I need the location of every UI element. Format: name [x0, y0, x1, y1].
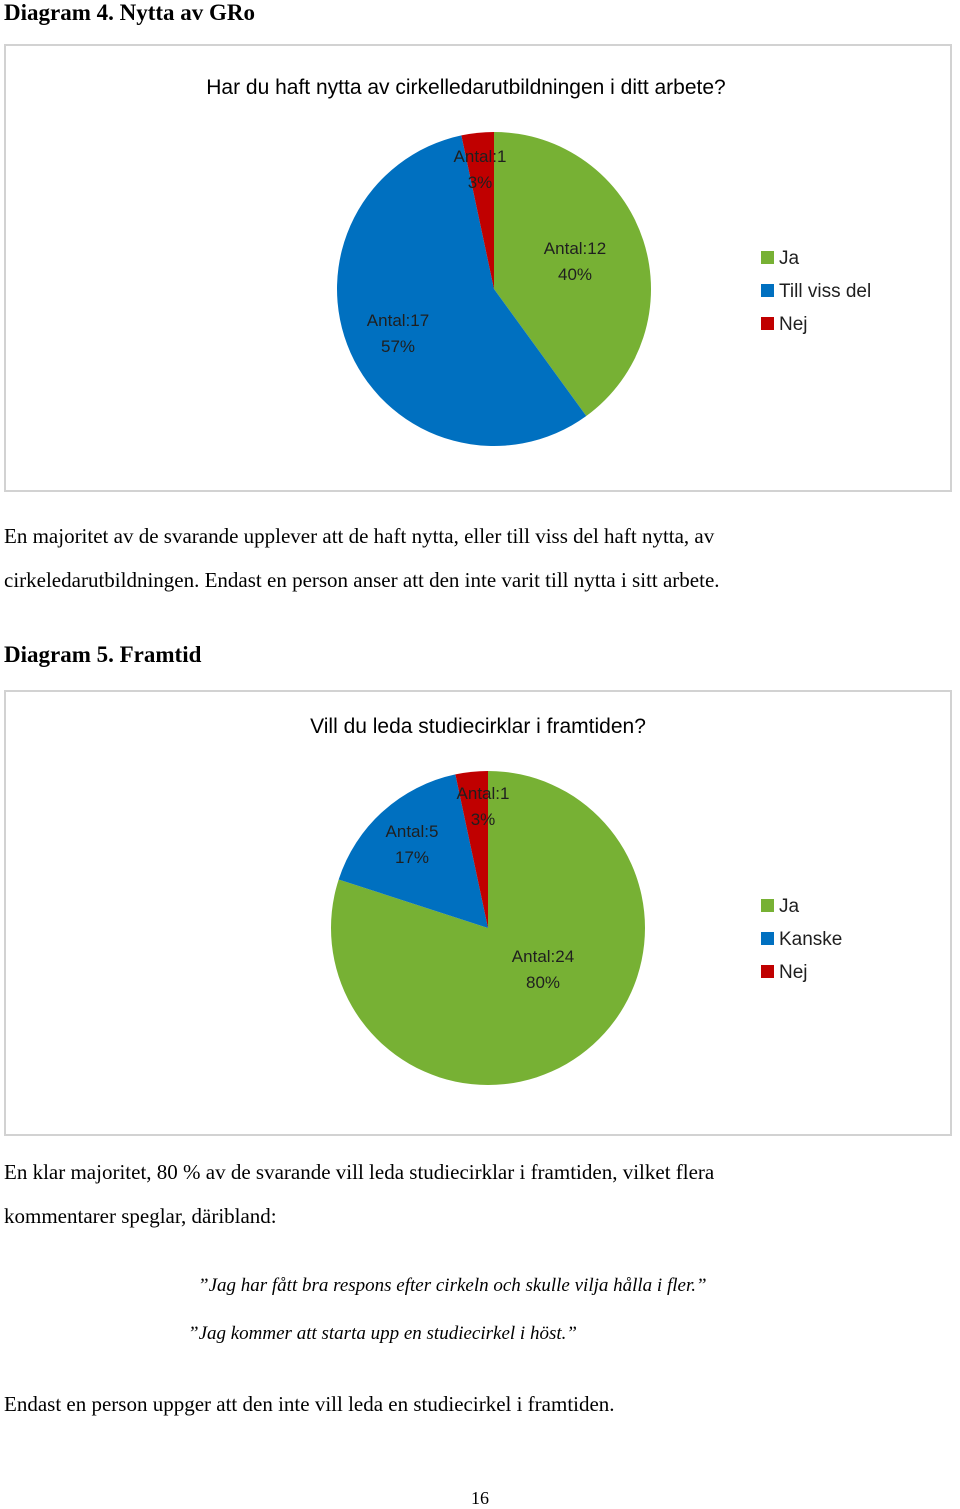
diagram4-pie	[337, 132, 652, 446]
diagram5-legend: Ja Kanske Nej	[761, 896, 842, 983]
pie5-label-kanske-count: Antal:5	[386, 822, 439, 841]
paragraph2-line1: En klar majoritet, 80 % av de svarande v…	[4, 1160, 715, 1184]
diagram4-legend: Ja Till viss del Nej	[761, 248, 871, 335]
legend5-label-nej: Nej	[779, 962, 808, 983]
legend5-label-ja: Ja	[779, 896, 800, 917]
pie4-label-ja-count: Antal:12	[544, 239, 606, 258]
pie4-slice-ja	[494, 132, 652, 417]
pie4-slice-nej	[461, 132, 494, 289]
legend4-label-tillviss: Till viss del	[779, 281, 871, 302]
diagram5-pie	[330, 771, 645, 1085]
pie4-label-tillviss-pct: 57%	[381, 337, 415, 356]
legend4-label-nej: Nej	[779, 314, 808, 335]
pie5-label-kanske-pct: 17%	[395, 848, 429, 867]
legend4-swatch-nej	[761, 317, 774, 330]
pie4-label-tillviss-count: Antal:17	[367, 311, 429, 330]
diagram4-chart: Har du haft nytta av cirkelledarutbildni…	[4, 44, 952, 492]
pie5-label-ja-count: Antal:24	[512, 947, 574, 966]
paragraph2-line2: kommentarer speglar, däribland:	[4, 1204, 277, 1228]
pie4-slice-till-viss-del	[337, 135, 587, 446]
quote-1: ”Jag har fått bra respons efter cirkeln …	[198, 1275, 707, 1296]
pie4-label-nej-count: Antal:1	[454, 147, 507, 166]
pie5-slice-nej	[455, 771, 488, 928]
legend5-label-kanske: Kanske	[779, 929, 842, 950]
paragraph1-line2: cirkeledarutbildningen. Endast en person…	[4, 568, 720, 592]
diagram4-heading: Diagram 4. Nytta av GRo	[4, 0, 256, 25]
pie5-label-nej-pct: 3%	[471, 810, 496, 829]
pie4-label-ja-pct: 40%	[558, 265, 592, 284]
diagram4-chart-title: Har du haft nytta av cirkelledarutbildni…	[206, 76, 725, 99]
diagram5-pie-svg: Vill du leda studiecirklar i framtiden? …	[310, 715, 842, 1085]
legend4-swatch-ja	[761, 251, 774, 264]
pie5-label-ja-pct: 80%	[526, 973, 560, 992]
pie5-label-nej-count: Antal:1	[457, 784, 510, 803]
paragraph1-line1: En majoritet av de svarande upplever att…	[4, 524, 715, 548]
diagram4-pie-svg: Har du haft nytta av cirkelledarutbildni…	[206, 76, 871, 446]
quote-2: ”Jag kommer att starta upp en studiecirk…	[188, 1323, 577, 1344]
pie5-slice-kanske	[338, 774, 488, 928]
legend5-swatch-nej	[761, 965, 774, 978]
paragraph3: Endast en person uppger att den inte vil…	[4, 1392, 615, 1416]
pie4-label-nej-pct: 3%	[468, 173, 493, 192]
legend4-swatch-tillviss	[761, 284, 774, 297]
legend5-swatch-ja	[761, 899, 774, 912]
pie5-slice-ja	[330, 771, 645, 1085]
diagram5-chart: Vill du leda studiecirklar i framtiden? …	[4, 690, 952, 1136]
legend5-swatch-kanske	[761, 932, 774, 945]
diagram5-heading: Diagram 5. Framtid	[4, 642, 202, 667]
page-number: 16	[471, 1488, 489, 1508]
legend4-label-ja: Ja	[779, 248, 800, 269]
diagram5-chart-title: Vill du leda studiecirklar i framtiden?	[310, 715, 646, 738]
